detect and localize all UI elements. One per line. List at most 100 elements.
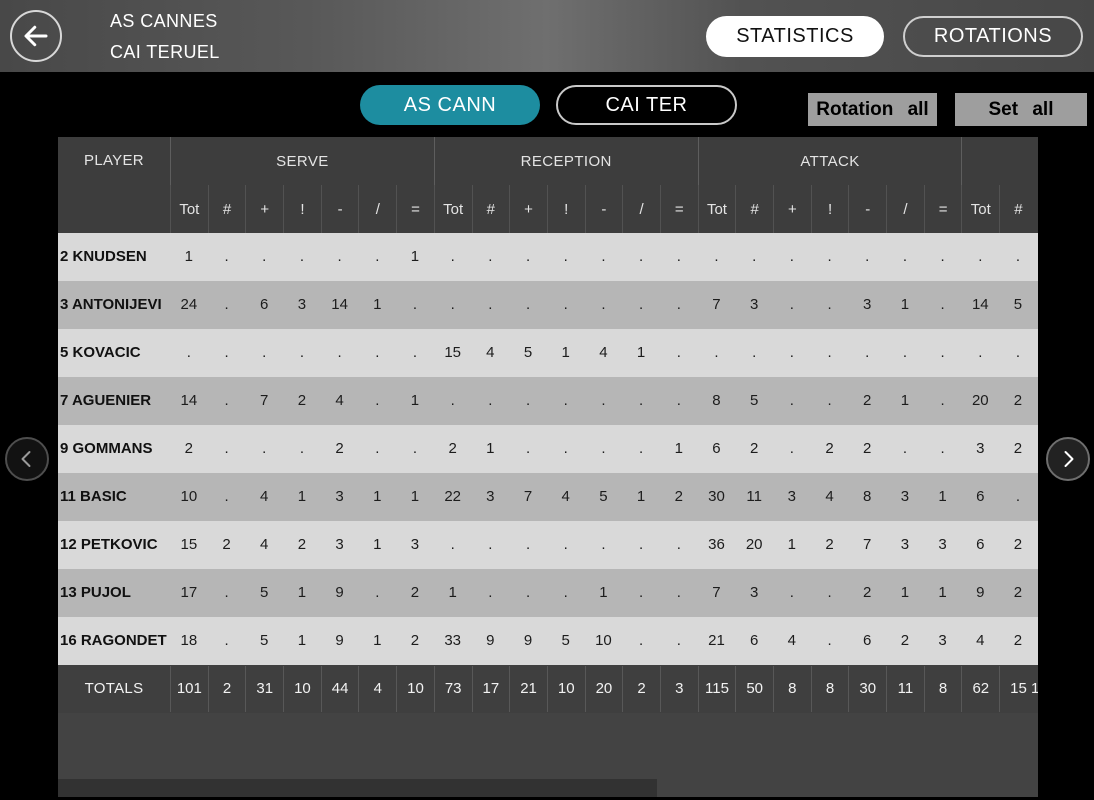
stat-cell: 9 [335,632,344,649]
stat-cell: . [714,344,719,361]
stat-cell: 7 [712,296,721,313]
stat-cell: 17 [180,584,198,601]
totals-cell: 50 [735,666,773,712]
tab-statistics[interactable]: STATISTICS [706,16,884,57]
stat-column-header: Tot [170,185,208,233]
stat-cell: . [639,248,644,265]
stat-cell: 2 [863,440,872,457]
stat-cell: 5 [599,488,608,505]
totals-cell: 17 [471,666,510,712]
stat-cell: . [1015,488,1021,505]
stat-cell: 2 [297,392,307,409]
stat-cell: 1 [373,632,382,649]
stat-cell: 2 [184,440,194,457]
column-group-header-attack: ATTACK [697,137,962,185]
stat-cell: 7 [523,488,533,505]
stat-cell: 1 [297,488,307,505]
player-name: 5 KOVACIC [60,344,141,361]
stat-cell: 4 [486,344,495,361]
stat-cell: 15 [444,344,461,361]
table-row[interactable]: 11 BASIC 10. 4 1 3 1 1 22 3 7 4 5 1 2 30 11 3 4 8 3 1 6. [58,473,1038,521]
table-row[interactable]: 2 KNUDSEN 1..... 1................ [58,233,1038,281]
stat-cell: 8 [863,488,872,505]
stat-cell: . [902,248,907,265]
stat-cell: 1 [410,488,420,505]
next-page-button[interactable] [1046,437,1090,481]
stat-cell: . [639,392,644,409]
previous-page-button[interactable] [5,437,49,481]
stat-cell: . [676,392,681,409]
stat-cell: 3 [749,296,759,313]
stat-cell: . [488,536,493,553]
stat-cell: . [827,296,832,313]
stat-column-header: Tot [433,185,472,233]
stat-cell: . [676,632,681,649]
totals-cell: 11 [886,666,924,712]
stat-cell: . [563,392,568,409]
stat-cell: 2 [410,584,420,601]
stat-column-header: # [471,185,510,233]
stat-cell: 2 [1013,584,1023,601]
stat-cell: 1 [410,248,420,265]
stat-cell: 4 [787,632,797,649]
stat-cell: . [902,344,907,361]
totals-cell: 3 [659,666,698,712]
stat-cell: . [639,584,644,601]
stat-cell: 4 [825,488,834,505]
stat-cell: 5 [561,632,570,649]
stat-cell: . [676,296,681,313]
stat-cell: 9 [335,584,344,601]
totals-cell: 2 [207,666,246,712]
rotation-filter-button[interactable]: Rotation all [808,93,937,126]
stat-cell: . [450,248,455,265]
stat-column-header: ! [283,185,321,233]
stat-cell: 3 [787,488,797,505]
totals-cell: 10 [546,666,585,712]
stat-cell: . [375,584,380,601]
table-row[interactable]: 7 AGUENIER 14. 7 2 4. 1....... 8 5.. 2 1. 20 2 [58,377,1038,425]
stat-column-header: = [923,185,962,233]
stat-column-header: / [622,185,660,233]
stat-cell: . [337,344,342,361]
table-row[interactable]: 5 KOVACIC....... 15 4 5 1 4 1.......... [58,329,1038,377]
table-row[interactable]: 9 GOMMANS 2... 2.. 2 1.... 1 6 2. 2 2.. 3 2 [58,425,1038,473]
stat-cell: 1 [674,440,683,457]
stat-cell: . [1015,344,1021,361]
tab-rotations[interactable]: ROTATIONS [903,16,1083,57]
table-row[interactable]: 16 RAGONDET 18. 5 1 9 1 2 33 9 9 5 10.. 21 6 4. 6 2 3 4 2 [58,617,1038,665]
totals-cell: 8 [810,666,849,712]
player-name: 3 ANTONIJEVI [60,296,162,313]
stat-cell: 5 [749,392,759,409]
tab-team-cai-teruel[interactable]: CAI TER [556,85,737,125]
stat-cell: 4 [561,488,570,505]
stat-cell: . [224,248,229,265]
stat-cell: 3 [900,488,910,505]
stat-cell: 1 [900,584,910,601]
stat-cell: . [375,392,380,409]
stat-cell: . [525,392,531,409]
totals-cell: 2 [622,666,660,712]
set-filter-button[interactable]: Set all [955,93,1087,126]
table-row[interactable]: 3 ANTONIJEVI 24. 6 3 14 1........ 7 3.. 3 1. 14 5 [58,281,1038,329]
tab-team-as-cannes[interactable]: AS CANN [360,85,540,125]
stat-cell: 10 [595,632,612,649]
stat-cell: . [601,248,606,265]
horizontal-scrollbar-thumb[interactable] [58,779,657,797]
stat-cell: . [940,296,945,313]
column-group-header-block [961,137,1036,185]
stat-column-header: - [848,185,886,233]
stat-cell: . [940,344,945,361]
table-row[interactable]: 13 PUJOL 17. 5 1 9. 2 1... 1.. 7 3.. 2 1 1 9 2 [58,569,1038,617]
stat-cell: 20 [971,392,989,409]
totals-cell: 101 [170,666,208,712]
stat-cell: . [639,536,644,553]
back-button[interactable] [10,10,62,62]
table-row[interactable]: 12 PETKOVIC 15 2 4 2 3 1 3....... 36 20 1 2 7 3 3 6 2 [58,521,1038,569]
stat-cell: . [827,344,832,361]
stat-cell: 14 [180,392,198,409]
stat-cell: 7 [260,392,269,409]
stat-cell: . [940,248,945,265]
stat-cell: 2 [825,440,834,457]
stat-cell: . [827,584,832,601]
stat-cell: 2 [674,488,683,505]
